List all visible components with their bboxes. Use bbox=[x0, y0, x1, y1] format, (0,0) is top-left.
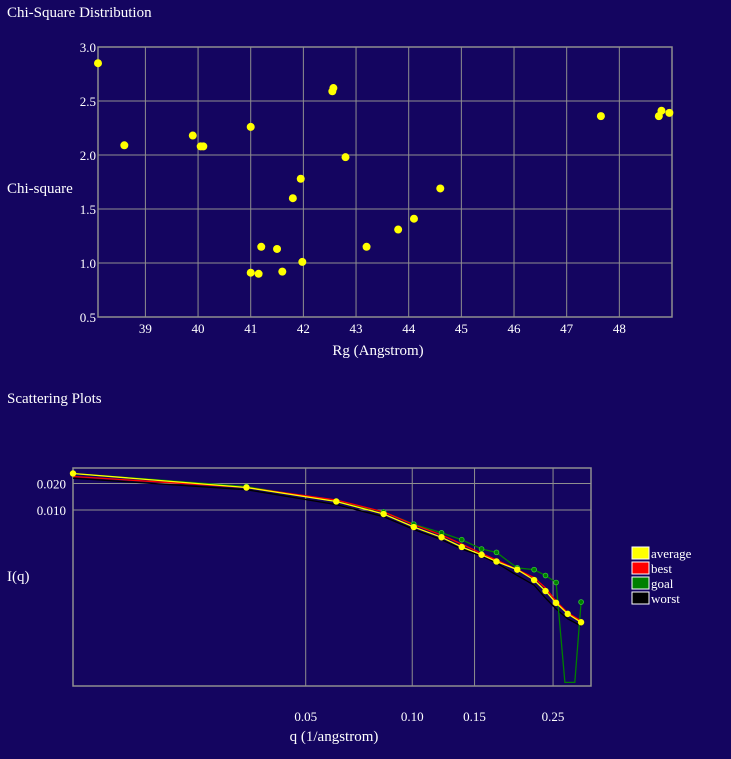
scatter-x-axis-label: q (1/angstrom) bbox=[290, 729, 379, 745]
series-point-goal bbox=[493, 549, 500, 556]
chi-y-tick-label: 3.0 bbox=[80, 40, 96, 55]
series-point-average bbox=[410, 523, 417, 531]
chi-x-tick-label: 44 bbox=[402, 321, 416, 336]
series-line-best bbox=[72, 475, 582, 622]
series-point-goal bbox=[458, 536, 465, 543]
chi-square-title: Chi-Square Distribution bbox=[7, 5, 152, 21]
chi-data-point bbox=[246, 122, 255, 131]
chi-data-point bbox=[296, 174, 305, 183]
chi-data-point bbox=[665, 108, 674, 117]
chi-data-point bbox=[94, 59, 102, 68]
chi-data-point bbox=[329, 84, 338, 93]
scatter-x-tick-label: 0.05 bbox=[294, 709, 317, 724]
legend-label-best: best bbox=[651, 561, 672, 576]
series-point-average bbox=[530, 576, 538, 584]
series-point-average bbox=[577, 619, 585, 626]
chi-data-point bbox=[298, 257, 307, 266]
series-point-goal bbox=[478, 546, 485, 552]
chi-data-point bbox=[278, 267, 287, 276]
legend-label-average: average bbox=[651, 546, 692, 561]
chi-data-point bbox=[409, 214, 418, 223]
series-point-average bbox=[333, 498, 340, 505]
chi-y-tick-label: 2.5 bbox=[80, 94, 96, 109]
chi-y-tick-label: 0.5 bbox=[80, 310, 96, 325]
series-line-goal bbox=[72, 472, 582, 684]
chi-data-point bbox=[188, 131, 197, 140]
chi-x-tick-label: 47 bbox=[560, 321, 574, 336]
chi-x-tick-label: 48 bbox=[613, 321, 626, 336]
chi-data-point bbox=[436, 184, 445, 193]
chi-x-tick-label: 42 bbox=[297, 321, 310, 336]
chi-y-tick-label: 1.0 bbox=[80, 256, 96, 271]
series-point-average bbox=[542, 587, 549, 595]
legend-label-goal: goal bbox=[651, 576, 674, 591]
legend-swatch-worst bbox=[631, 591, 650, 605]
chi-x-tick-label: 40 bbox=[192, 321, 205, 336]
chi-x-tick-label: 41 bbox=[244, 321, 257, 336]
series-point-average bbox=[493, 558, 500, 565]
legend-swatch-best bbox=[631, 561, 650, 575]
chi-x-tick-label: 46 bbox=[508, 321, 522, 336]
series-point-average bbox=[458, 543, 465, 551]
series-point-average bbox=[552, 599, 560, 607]
scatter-x-tick-label: 0.15 bbox=[463, 709, 486, 724]
chi-x-axis-label: Rg (Angstrom) bbox=[332, 343, 423, 359]
scatter-y-tick-label: 0.010 bbox=[37, 503, 66, 518]
scatter-x-tick-label: 0.10 bbox=[401, 709, 424, 724]
scatter-y-tick-label: 0.020 bbox=[37, 476, 66, 491]
chi-data-point bbox=[596, 112, 605, 121]
chi-data-point bbox=[394, 225, 403, 234]
chi-y-axis-label: Chi-square bbox=[7, 181, 73, 197]
legend-swatch-goal bbox=[631, 576, 650, 590]
series-point-average bbox=[380, 510, 387, 518]
scatter-plot-frame bbox=[72, 467, 592, 687]
series-point-average bbox=[514, 566, 521, 573]
series-point-goal bbox=[553, 579, 559, 586]
series-point-average bbox=[478, 551, 485, 558]
chi-data-point bbox=[341, 153, 350, 162]
chi-y-tick-label: 2.0 bbox=[80, 148, 96, 163]
legend-label-worst: worst bbox=[651, 591, 680, 606]
legend-swatch-average bbox=[631, 546, 650, 560]
series-point-average bbox=[438, 534, 445, 541]
chi-data-point bbox=[362, 242, 371, 251]
chi-data-point bbox=[254, 269, 263, 278]
series-point-goal bbox=[578, 599, 584, 605]
chi-data-point bbox=[246, 268, 255, 277]
chi-data-point bbox=[257, 242, 266, 251]
scatter-x-tick-label: 0.25 bbox=[542, 709, 565, 724]
scattering-plots-title: Scattering Plots bbox=[7, 391, 102, 407]
chi-data-point bbox=[199, 142, 208, 151]
chi-y-tick-label: 1.5 bbox=[80, 202, 96, 217]
chi-data-point bbox=[273, 244, 282, 253]
chi-data-point bbox=[288, 194, 297, 203]
scatter-y-axis-label: I(q) bbox=[7, 569, 30, 585]
chi-plot-frame bbox=[97, 46, 673, 318]
series-point-goal bbox=[542, 572, 549, 579]
chi-x-tick-label: 43 bbox=[350, 321, 363, 336]
series-point-goal bbox=[531, 566, 537, 573]
chi-x-tick-label: 39 bbox=[139, 321, 152, 336]
series-point-average bbox=[69, 470, 77, 477]
series-line-average bbox=[72, 472, 582, 623]
chi-data-point bbox=[120, 141, 129, 150]
series-point-average bbox=[564, 610, 571, 618]
chi-x-tick-label: 45 bbox=[455, 321, 468, 336]
series-point-average bbox=[243, 484, 250, 491]
chi-data-point bbox=[657, 106, 666, 115]
